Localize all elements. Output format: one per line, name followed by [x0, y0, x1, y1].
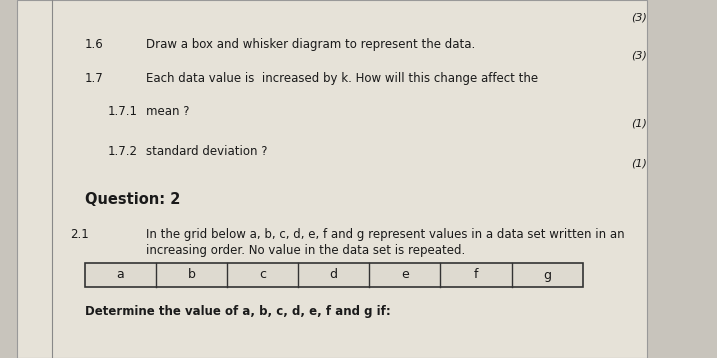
Text: 1.7.1: 1.7.1: [108, 105, 138, 118]
Text: Determine the value of a, b, c, d, e, f and g if:: Determine the value of a, b, c, d, e, f …: [85, 305, 390, 318]
Text: 1.7.2: 1.7.2: [108, 145, 138, 158]
Text: mean ?: mean ?: [146, 105, 189, 118]
Text: Each data value is  increased by k. How will this change affect the: Each data value is increased by k. How w…: [146, 72, 538, 85]
Text: Question: 2: Question: 2: [85, 192, 180, 207]
Text: b: b: [187, 268, 195, 281]
Text: e: e: [401, 268, 409, 281]
Text: (1): (1): [631, 118, 647, 128]
Text: f: f: [474, 268, 478, 281]
Text: d: d: [330, 268, 338, 281]
Bar: [85, 263, 583, 287]
Text: Draw a box and whisker diagram to represent the data.: Draw a box and whisker diagram to repres…: [146, 38, 475, 51]
Text: (3): (3): [631, 50, 647, 60]
Text: increasing order. No value in the data set is repeated.: increasing order. No value in the data s…: [146, 244, 465, 257]
Text: a: a: [116, 268, 124, 281]
Text: (3): (3): [631, 12, 647, 22]
Text: c: c: [259, 268, 266, 281]
Text: standard deviation ?: standard deviation ?: [146, 145, 267, 158]
Text: g: g: [543, 268, 551, 281]
Text: 1.7: 1.7: [85, 72, 103, 85]
Text: 1.6: 1.6: [85, 38, 103, 51]
Text: In the grid below a, b, c, d, e, f and g represent values in a data set written : In the grid below a, b, c, d, e, f and g…: [146, 228, 625, 241]
Text: (1): (1): [631, 158, 647, 168]
Text: 2.1: 2.1: [70, 228, 89, 241]
